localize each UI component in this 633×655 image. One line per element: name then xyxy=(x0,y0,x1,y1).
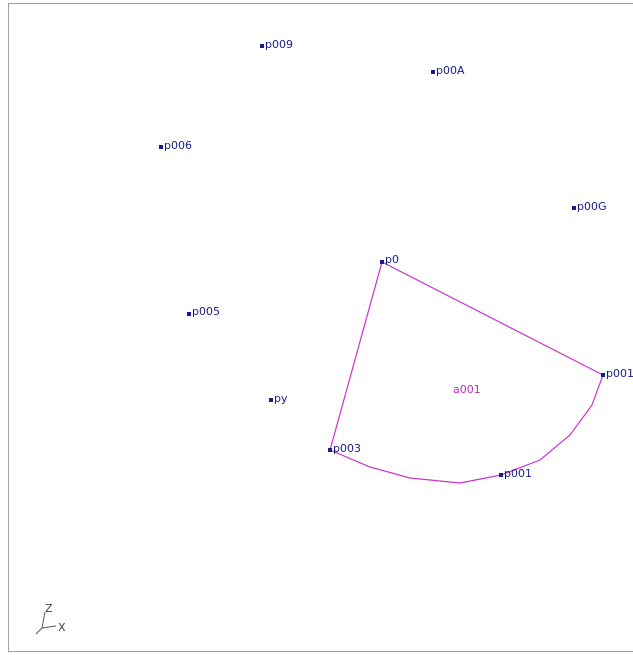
z-axis xyxy=(41,611,46,629)
node: p009 xyxy=(260,38,293,51)
node-label: p005 xyxy=(192,305,220,318)
node-point xyxy=(328,448,332,452)
node-point xyxy=(380,260,384,264)
node-label: p001 xyxy=(504,467,532,480)
viewport-frame xyxy=(8,3,633,652)
node: p0 xyxy=(380,253,399,266)
node-point xyxy=(572,206,576,210)
node: p00A xyxy=(431,64,465,77)
node-point xyxy=(431,70,435,74)
node: py xyxy=(269,392,288,405)
z-axis-label: Z xyxy=(45,602,53,615)
node-label: p0 xyxy=(385,253,399,266)
y-axis xyxy=(35,627,43,635)
node: p005 xyxy=(187,305,220,318)
node-label: p00G xyxy=(577,200,607,213)
node-point xyxy=(601,373,605,377)
node-label: p006 xyxy=(164,139,192,152)
node: p001 xyxy=(499,467,532,480)
node-label: p009 xyxy=(265,38,293,51)
node-point xyxy=(187,312,191,316)
node-label: p00A xyxy=(436,64,465,77)
area-label: a001 xyxy=(453,383,481,396)
node-point xyxy=(260,44,264,48)
node-label: p001 xyxy=(606,367,633,380)
node: p00G xyxy=(572,200,607,213)
node-point xyxy=(269,398,273,402)
x-axis-label: X xyxy=(58,621,66,634)
node-point xyxy=(499,473,503,477)
x-axis xyxy=(41,625,57,629)
node: p006 xyxy=(159,139,192,152)
node-label: p003 xyxy=(333,442,361,455)
node-point xyxy=(159,145,163,149)
node: p001 xyxy=(601,367,633,380)
axis-triad: Z X xyxy=(35,602,66,635)
node-label: py xyxy=(274,392,288,405)
node: p003 xyxy=(328,442,361,455)
